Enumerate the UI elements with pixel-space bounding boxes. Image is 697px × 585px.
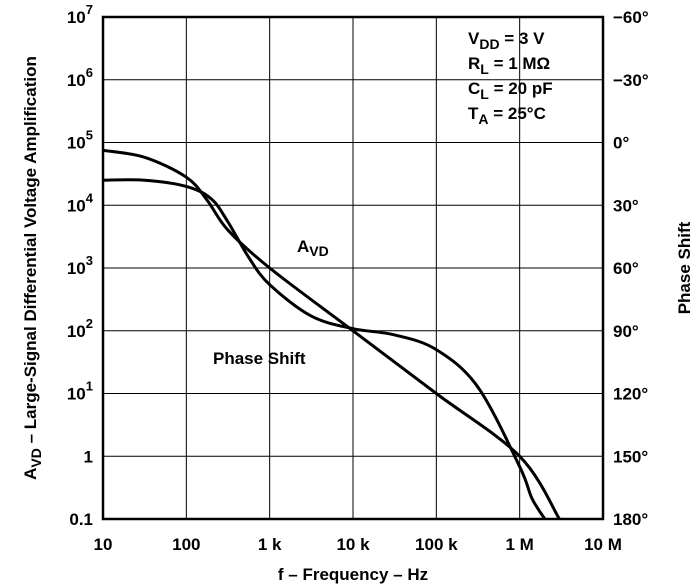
y-tick-label: 107 (67, 2, 93, 27)
x-tick-label: 10 (94, 535, 113, 554)
y-tick-label: 0.1 (69, 510, 93, 529)
y2-tick-label: −60° (613, 8, 649, 27)
plot-frame (101, 15, 605, 521)
y-tick-label: 106 (67, 65, 93, 90)
x-tick-label: 100 k (415, 535, 458, 554)
x-axis-title: f – Frequency – Hz (278, 565, 428, 584)
x-tick-label: 100 (172, 535, 200, 554)
y2-tick-label: −30° (613, 71, 649, 90)
y2-tick-label: 150° (613, 447, 648, 466)
y2-tick-label: 0° (613, 134, 629, 153)
y-axis-title: AVD – Large-Signal Differential Voltage … (21, 56, 44, 480)
y2-tick-label: 120° (613, 385, 648, 404)
y-tick-label: 103 (67, 253, 93, 278)
y2-tick-label: 90° (613, 322, 639, 341)
y2-tick-label: 60° (613, 259, 639, 278)
x-tick-label: 10 M (584, 535, 622, 554)
y-tick-label: 101 (67, 379, 93, 404)
y-tick-label: 104 (67, 190, 94, 215)
x-tick-label: 1 M (505, 535, 533, 554)
x-tick-label: 10 k (336, 535, 370, 554)
y-tick-label: 105 (67, 128, 93, 153)
condition-annotation: TA = 25°C (468, 104, 546, 127)
condition-annotation: CL = 20 pF (468, 79, 553, 102)
avd-curve-label: AVD (297, 237, 329, 259)
y-tick-label: 1 (84, 447, 93, 466)
avd-curve (102, 148, 561, 520)
y2-tick-label: 180° (613, 510, 648, 529)
y-tick-label: 102 (67, 316, 93, 341)
x-tick-label: 1 k (258, 535, 282, 554)
phase-shift-curve (102, 178, 547, 520)
condition-annotation: RL = 1 MΩ (468, 54, 550, 77)
phase-shift-curve-label: Phase Shift (213, 349, 306, 368)
y2-axis-title: Phase Shift (675, 221, 694, 314)
y2-tick-label: 30° (613, 196, 639, 215)
condition-annotation: VDD = 3 V (468, 29, 545, 52)
